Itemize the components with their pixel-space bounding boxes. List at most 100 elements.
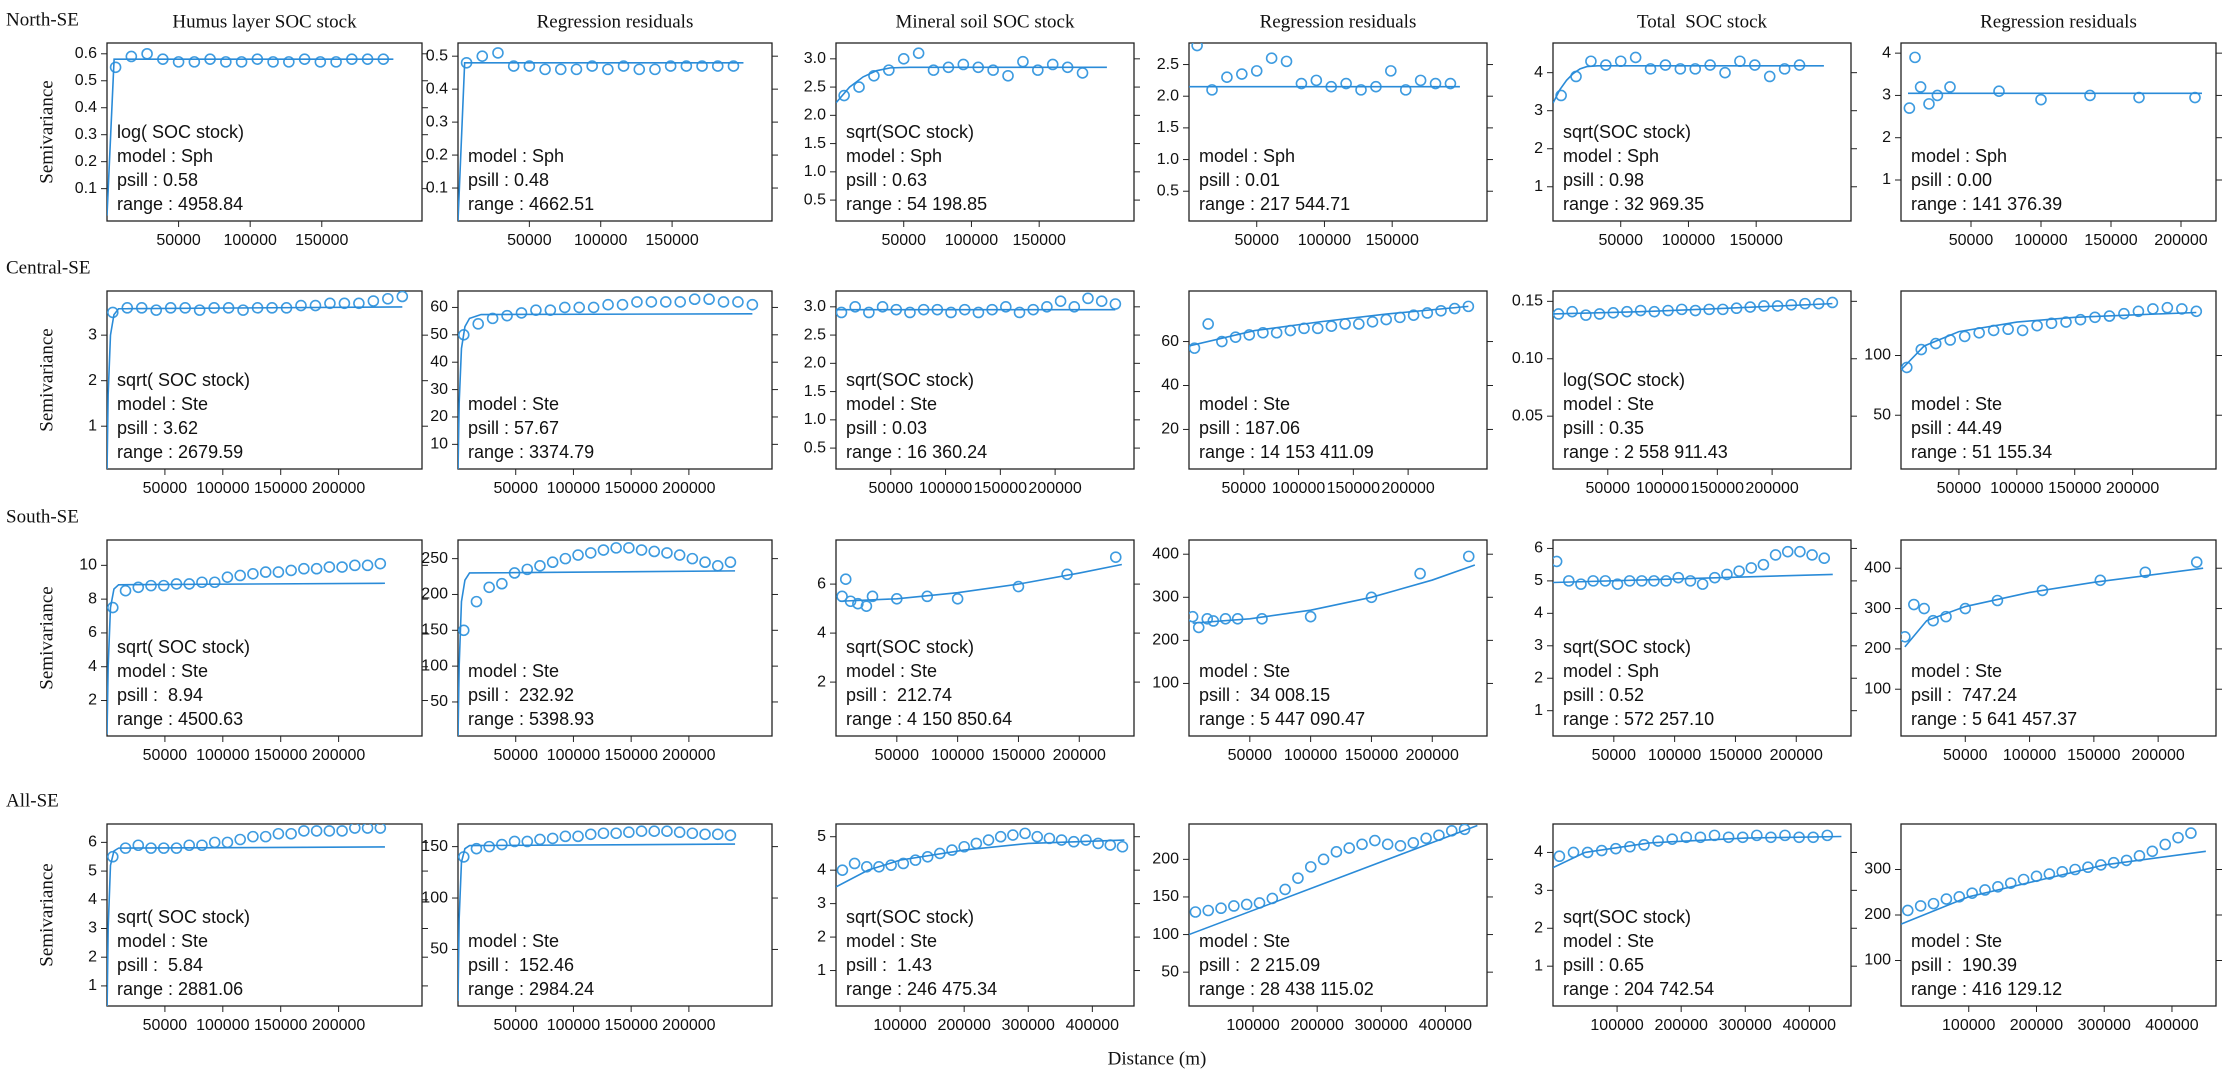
panel: 1 2 3 4 5 100000 200000 300000 400000 sqrt(SOC st… [817, 823, 1140, 1034]
panel-title: Total SOC stock [1637, 11, 1768, 32]
data-point [623, 826, 635, 839]
annotation: model : Sph [1911, 146, 2007, 166]
data-point [1719, 66, 1731, 79]
data-point [853, 81, 865, 93]
data-point [523, 60, 536, 72]
annotation: psill : 0.52 [1563, 685, 1644, 705]
x-tick-label: 100000 [1272, 480, 1325, 497]
panel: South-SE Semivariance 2 4 6 8 10 50000 100000 150… [6, 506, 428, 764]
data-point [1330, 846, 1343, 858]
data-point [659, 296, 672, 308]
data-point [1570, 70, 1582, 83]
y-tick-label: 3 [88, 920, 97, 937]
x-tick-label: 100000 [547, 480, 600, 497]
annotation: range : 416 129.12 [1911, 979, 2062, 999]
y-tick-label: 3 [1534, 102, 1543, 119]
data-point [1940, 610, 1952, 623]
data-point [310, 562, 323, 575]
y-tick-label: 150 [421, 622, 448, 639]
x-tick-label: 300000 [2078, 1017, 2131, 1034]
y-tick-label: 4 [817, 624, 826, 641]
data-point [836, 306, 848, 319]
annotation: model : Ste [468, 931, 559, 951]
data-point [987, 64, 999, 76]
y-tick-label: 200 [1152, 851, 1179, 868]
x-tick-label: 100000 [1990, 480, 2043, 497]
data-point [1763, 70, 1776, 83]
x-tick-label: 100000 [1636, 480, 1689, 497]
x-tick-label: 150000 [604, 747, 657, 764]
x-tick-label: 100000 [1590, 1017, 1643, 1034]
y-tick-label: 20 [430, 408, 448, 425]
data-point [2132, 305, 2145, 318]
data-point [711, 828, 724, 841]
y-tick-label: 100 [421, 657, 448, 674]
panel: Regression residuals 0.5 1.0 1.5 2.0 2.5 50000… [1157, 11, 1493, 249]
y-tick-label: 0.5 [426, 47, 448, 64]
data-point [1236, 68, 1248, 80]
data-point [544, 304, 557, 316]
panel-frame [835, 42, 1135, 222]
fitted-model [1901, 850, 2206, 925]
data-point [1923, 98, 1935, 110]
x-tick-label: 150000 [2067, 747, 2120, 764]
data-point [1666, 833, 1678, 845]
panel-frame [1552, 823, 1852, 1007]
data-point [1080, 834, 1092, 846]
x-tick-label: 100000 [196, 747, 249, 764]
data-point [367, 295, 380, 307]
x-tick-label: 300000 [1002, 1017, 1055, 1034]
data-point [696, 60, 708, 72]
annotation: range : 28 438 115.02 [1199, 979, 1374, 999]
annotation: model : Ste [846, 931, 937, 951]
annotation: range : 2 558 911.43 [1563, 442, 1728, 462]
data-point [570, 63, 583, 76]
panel-frame [835, 539, 1135, 737]
panel: 50 100 150 200 250 50000 100000 150000 200000 mod… [421, 539, 778, 764]
y-axis-label: Semivariance [36, 863, 57, 966]
data-point [703, 293, 715, 306]
data-point [623, 542, 635, 554]
y-tick-label: 4 [88, 891, 97, 908]
data-point [132, 581, 145, 594]
y-tick-label: 2 [88, 948, 97, 965]
panel-frame [457, 539, 773, 737]
data-point [2045, 317, 2058, 330]
data-point [1192, 621, 1205, 634]
annotation: range : 5 447 090.47 [1199, 709, 1365, 729]
data-point [572, 549, 584, 561]
data-point [1206, 84, 1218, 96]
y-tick-label: 300 [1864, 861, 1891, 878]
data-point [633, 63, 646, 76]
data-point [1672, 571, 1685, 584]
data-point [1216, 335, 1228, 348]
data-point [836, 864, 849, 876]
data-point [259, 830, 272, 843]
data-point [483, 840, 495, 853]
x-tick-label: 150000 [254, 480, 307, 497]
annotation: model : Ste [1199, 394, 1290, 414]
data-point [1992, 880, 2004, 893]
data-point [546, 556, 559, 569]
data-point [661, 825, 673, 837]
y-tick-label: 1 [88, 977, 97, 994]
panel: 10 20 30 40 50 60 50000 100000 150000 200000 model… [430, 290, 778, 497]
data-point [1304, 861, 1317, 873]
annotation: psill : 1.43 [846, 955, 932, 975]
y-tick-label: 8 [88, 590, 97, 607]
data-point [1806, 549, 1818, 561]
panel-frame [835, 290, 1135, 470]
annotation: range : 572 257.10 [1563, 709, 1714, 729]
annotation: range : 141 376.39 [1911, 194, 2062, 214]
data-point [1750, 829, 1763, 842]
y-tick-label: 250 [421, 550, 448, 567]
y-tick-label: 20 [1161, 421, 1179, 438]
data-point [727, 60, 740, 72]
annotation: model : Ste [468, 394, 559, 414]
data-point [323, 561, 336, 573]
y-tick-label: 60 [1161, 333, 1179, 350]
data-point [470, 595, 483, 608]
y-tick-label: 0.5 [804, 191, 826, 208]
annotation: psill : 44.49 [1911, 418, 2002, 438]
panel: 100 200 300 400 50000 100000 150000 200000 model… [1152, 539, 1493, 764]
